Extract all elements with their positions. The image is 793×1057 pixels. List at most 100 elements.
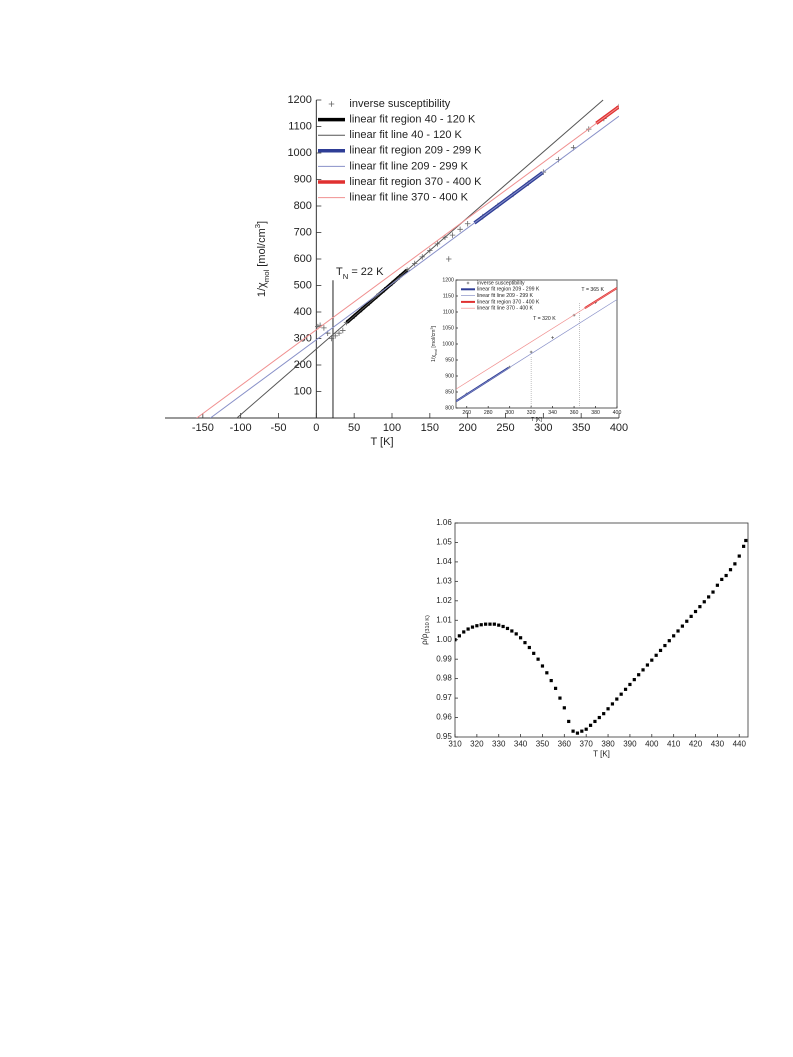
data-point bbox=[510, 629, 514, 633]
data-point bbox=[593, 719, 597, 724]
data-point bbox=[610, 702, 615, 706]
data-point bbox=[336, 330, 342, 336]
data-point bbox=[606, 707, 610, 711]
x-tick-label: 400 bbox=[613, 410, 622, 416]
label-part: 3 bbox=[253, 224, 262, 228]
x-tick-label: 0 bbox=[313, 422, 319, 434]
x-tick-label: 260 bbox=[462, 410, 471, 416]
x-tick-label: 350 bbox=[536, 739, 550, 748]
data-point bbox=[707, 595, 711, 599]
axis-label: 1/χmol [mol/cm3] bbox=[430, 325, 438, 362]
legend-label: linear fit line 370 - 400 K bbox=[349, 192, 468, 204]
x-tick-label: 320 bbox=[470, 739, 484, 748]
label-part: 3 bbox=[430, 327, 434, 329]
x-tick-label: 330 bbox=[492, 739, 506, 748]
y-tick-label: 1100 bbox=[443, 309, 454, 315]
plot-frame bbox=[454, 522, 749, 738]
y-tick-label: 900 bbox=[294, 173, 312, 185]
legend-label: linear fit line 209 - 299 K bbox=[477, 293, 533, 299]
y-tick-label: 700 bbox=[294, 226, 312, 238]
data-point bbox=[536, 657, 540, 661]
data-point bbox=[449, 232, 456, 238]
x-tick-label: -50 bbox=[271, 422, 287, 434]
data-point bbox=[658, 648, 663, 653]
data-point bbox=[689, 614, 693, 618]
data-point bbox=[637, 673, 641, 677]
data-point bbox=[462, 630, 466, 634]
y-tick-label: 1.02 bbox=[436, 596, 452, 605]
x-tick-label: 370 bbox=[580, 739, 594, 748]
y-tick-label: 1200 bbox=[442, 277, 454, 283]
fit-line bbox=[456, 299, 617, 402]
x-axis-label: T [K] bbox=[593, 750, 610, 759]
label-part: ] bbox=[256, 221, 268, 224]
data-point bbox=[484, 622, 488, 626]
y-tick-label: 400 bbox=[294, 306, 312, 318]
data-point bbox=[650, 658, 654, 662]
legend-label: linear fit region 209 - 299 K bbox=[477, 287, 540, 293]
x-tick-label: -100 bbox=[230, 422, 252, 434]
data-point bbox=[654, 653, 658, 657]
plot-area bbox=[455, 538, 748, 735]
data-point bbox=[724, 573, 728, 578]
label-part: 1/χ bbox=[256, 282, 268, 297]
fit-line bbox=[196, 106, 619, 418]
x-tick-label: 150 bbox=[421, 422, 439, 434]
axis-label: TN = 22 K bbox=[336, 266, 384, 281]
label-part: ] bbox=[431, 325, 437, 327]
x-tick-label: 400 bbox=[645, 739, 659, 748]
fit-line bbox=[456, 287, 617, 390]
y-tick-label: 800 bbox=[294, 200, 312, 212]
x-tick-label: 200 bbox=[458, 422, 476, 434]
legend-label: linear fit region 370 - 400 K bbox=[349, 176, 482, 188]
x-tick-label: 400 bbox=[610, 422, 628, 434]
label-part: T = 320 K bbox=[533, 316, 556, 322]
y-tick-label: 1.04 bbox=[436, 557, 452, 566]
data-point bbox=[698, 605, 702, 609]
y-tick-label: 1150 bbox=[443, 293, 454, 299]
data-point bbox=[475, 624, 479, 628]
data-point bbox=[588, 723, 593, 727]
data-point bbox=[549, 678, 553, 683]
y-tick-label: 900 bbox=[445, 373, 454, 379]
plot-area bbox=[456, 286, 617, 403]
data-point bbox=[540, 664, 545, 668]
data-point bbox=[464, 221, 471, 227]
data-point bbox=[720, 577, 724, 582]
x-tick-label: 440 bbox=[733, 739, 747, 748]
label-part: N bbox=[343, 272, 349, 281]
data-point bbox=[514, 632, 518, 636]
data-point bbox=[518, 636, 523, 640]
legend-label: linear fit region 209 - 299 K bbox=[349, 145, 482, 157]
data-point bbox=[571, 729, 575, 733]
label-part: T bbox=[336, 266, 343, 278]
y-tick-label: 200 bbox=[294, 359, 312, 371]
axis-label: T = 320 K bbox=[533, 316, 556, 322]
label-part: ρ/ρ bbox=[420, 633, 429, 645]
label-part: [mol/cm bbox=[431, 329, 437, 349]
y-tick-label: 0.97 bbox=[436, 693, 452, 702]
data-point bbox=[676, 629, 680, 633]
x-tick-label: 280 bbox=[484, 410, 493, 416]
y-tick-label: 1.03 bbox=[436, 576, 452, 585]
data-point bbox=[488, 622, 492, 626]
data-point bbox=[497, 623, 501, 627]
data-point bbox=[532, 651, 536, 655]
legend-label: linear fit line 370 - 400 K bbox=[477, 306, 533, 312]
label-part: = 22 K bbox=[348, 266, 384, 278]
data-point bbox=[562, 706, 566, 710]
y-tick-label: 0.96 bbox=[436, 713, 452, 722]
label-part: mol bbox=[434, 349, 438, 355]
x-tick-label: 390 bbox=[623, 739, 637, 748]
data-point bbox=[597, 715, 601, 720]
data-point bbox=[728, 568, 733, 572]
data-point bbox=[584, 727, 588, 731]
label-part: T = 365 K bbox=[581, 287, 604, 293]
legend-label: linear fit region 370 - 400 K bbox=[477, 299, 540, 305]
data-point bbox=[628, 682, 632, 687]
axis-label: 1/χmol [mol/cm3] bbox=[253, 221, 271, 297]
x-axis-label: T [K] bbox=[370, 436, 393, 448]
data-point bbox=[466, 627, 470, 631]
data-point bbox=[715, 583, 719, 587]
